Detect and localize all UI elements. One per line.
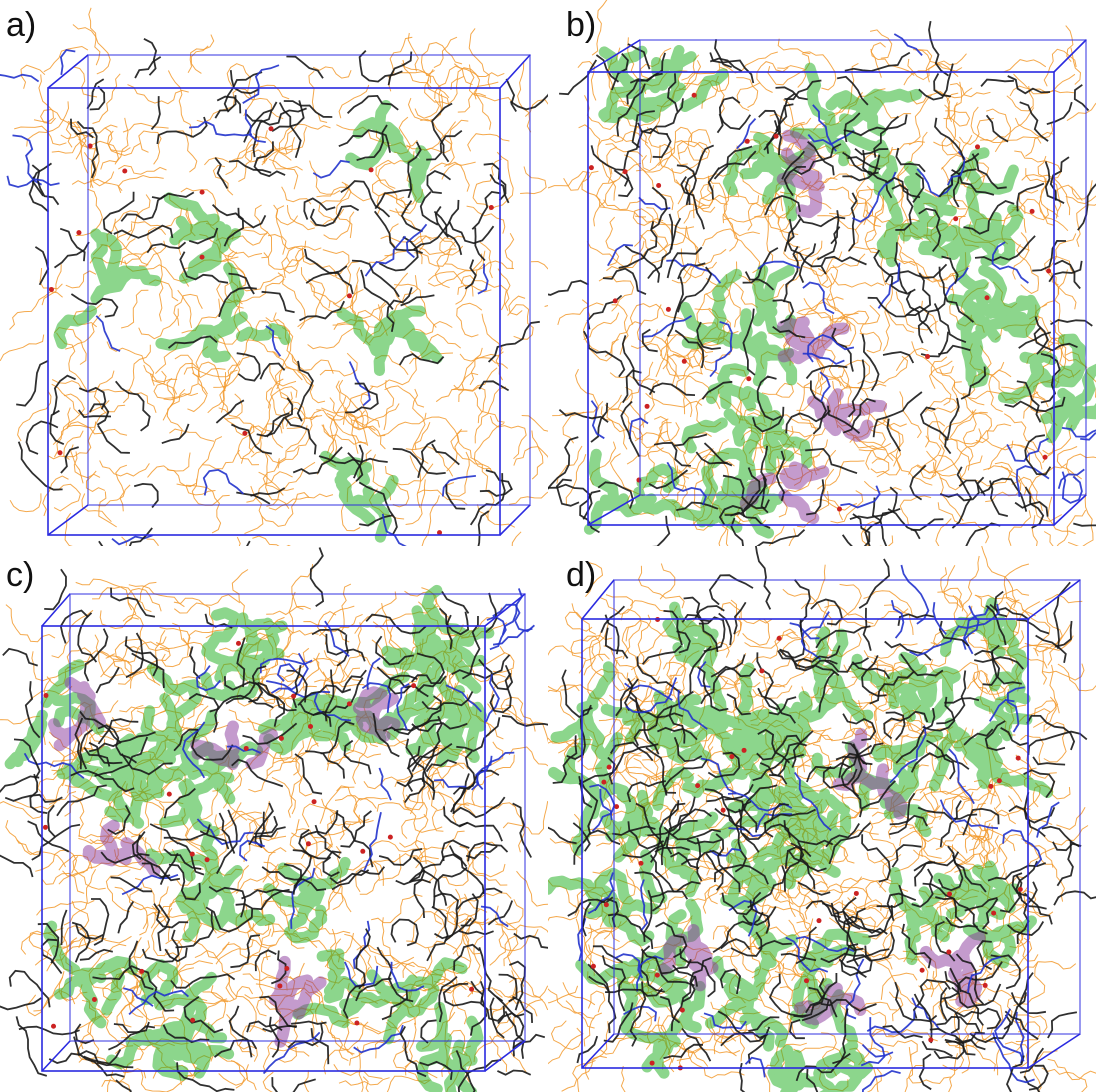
panel-c: c) <box>0 546 548 1092</box>
simulation-box-d <box>548 546 1096 1092</box>
panel-a: a) <box>0 0 548 546</box>
simulation-box-c <box>0 547 548 1092</box>
simulation-box-b <box>548 0 1096 546</box>
simulation-box-a <box>0 7 548 546</box>
panel-label-c: c) <box>6 556 35 594</box>
panel-b: b) <box>548 0 1096 546</box>
panel-d: d) <box>548 546 1096 1092</box>
panel-label-d: d) <box>566 556 597 594</box>
panel-label-a: a) <box>6 6 37 44</box>
panel-label-b: b) <box>566 6 597 44</box>
